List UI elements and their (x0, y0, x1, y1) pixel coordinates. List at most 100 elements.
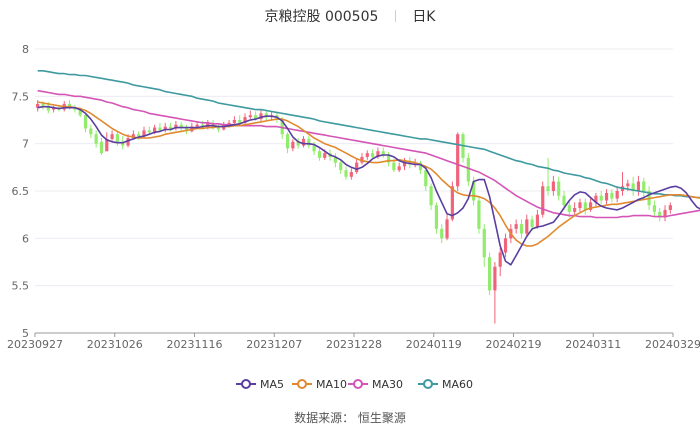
candle (408, 156, 412, 169)
candle-body (498, 252, 502, 267)
candle-body (652, 205, 656, 212)
candle-body (535, 214, 540, 227)
candle (163, 122, 167, 133)
candle-body (46, 105, 50, 111)
candle-body (121, 141, 125, 146)
candle (445, 214, 449, 241)
legend-item-ma5: MA5 (236, 378, 284, 391)
candle (440, 224, 444, 244)
candle (567, 200, 571, 218)
candle (36, 100, 40, 112)
candle (301, 136, 306, 148)
candle-body (365, 153, 369, 157)
candle (557, 176, 561, 201)
candle-body (371, 153, 375, 157)
candle (658, 208, 662, 222)
candle (381, 147, 385, 158)
candle-body (99, 141, 104, 154)
candle-body (493, 266, 497, 291)
candle-body (413, 162, 417, 165)
candle-body (567, 205, 571, 212)
candle (519, 219, 524, 239)
period-label: 日K (412, 9, 436, 25)
x-tick-label: 20240119 (406, 338, 462, 351)
candle (360, 153, 364, 165)
candle-body (562, 195, 566, 206)
candle (636, 175, 641, 196)
candle-body (36, 103, 40, 108)
candle-body (386, 155, 391, 163)
candle-body (482, 228, 486, 258)
candle-body (216, 127, 221, 130)
candle (429, 183, 433, 210)
legend-label: MA30 (372, 378, 403, 391)
candle-body (429, 186, 433, 206)
candle-body (179, 124, 183, 128)
candle-body (445, 219, 449, 239)
candle (73, 104, 77, 113)
candle (296, 137, 300, 149)
ma5-line (37, 105, 700, 266)
candle-body (466, 157, 470, 182)
candle (514, 219, 518, 234)
candle (285, 132, 290, 154)
candle (663, 205, 667, 222)
candle (365, 150, 369, 160)
candle-body (174, 124, 178, 129)
candle-body (594, 195, 598, 203)
candle-body (131, 134, 135, 138)
candle-body (392, 162, 396, 171)
candle-body (142, 130, 146, 137)
candle-body (323, 153, 327, 158)
x-tick-label: 20240329 (645, 338, 700, 351)
candle-body (376, 151, 380, 157)
candle (291, 138, 295, 152)
y-tick-label: 5 (22, 327, 29, 340)
candle-body (259, 113, 263, 120)
candle-body (307, 138, 311, 146)
candle (94, 130, 98, 148)
candle-body (344, 170, 348, 177)
candle-body (525, 219, 529, 234)
y-tick-label: 8 (22, 43, 29, 56)
candle (594, 192, 598, 207)
candle (259, 109, 263, 121)
candle (546, 157, 550, 196)
candle-body (232, 120, 236, 123)
candle-body (381, 151, 385, 156)
candle (349, 168, 353, 180)
ma10-line (37, 101, 700, 247)
candle-body (530, 219, 534, 227)
candle (317, 148, 322, 161)
candle-body (450, 186, 454, 220)
candle (456, 132, 460, 191)
candle (179, 121, 183, 131)
candle-body (418, 162, 423, 171)
candle-body (105, 138, 109, 152)
candle-body (424, 170, 428, 187)
candle (147, 126, 151, 135)
x-tick-label: 20231026 (87, 338, 143, 351)
candle-body (317, 151, 322, 158)
candle-body (599, 195, 603, 201)
candle-body (573, 208, 577, 212)
candle (339, 160, 343, 174)
candle-body (296, 141, 300, 146)
candle (344, 166, 348, 180)
candle-body (541, 186, 545, 215)
candle-body (487, 257, 492, 291)
legend-item-ma60: MA60 (418, 378, 473, 391)
candle-body (610, 192, 614, 199)
y-tick-label: 7 (22, 138, 29, 151)
candle (652, 200, 656, 218)
legend-swatch-dot (297, 379, 307, 389)
candle (493, 262, 497, 324)
candle-body (67, 103, 72, 108)
candle-body (137, 134, 141, 137)
legend-item-ma10: MA10 (292, 378, 347, 391)
candle-body (339, 162, 343, 171)
legend-label: MA10 (316, 378, 347, 391)
candle (535, 209, 540, 229)
candle-body (519, 224, 524, 234)
candle (631, 176, 635, 196)
